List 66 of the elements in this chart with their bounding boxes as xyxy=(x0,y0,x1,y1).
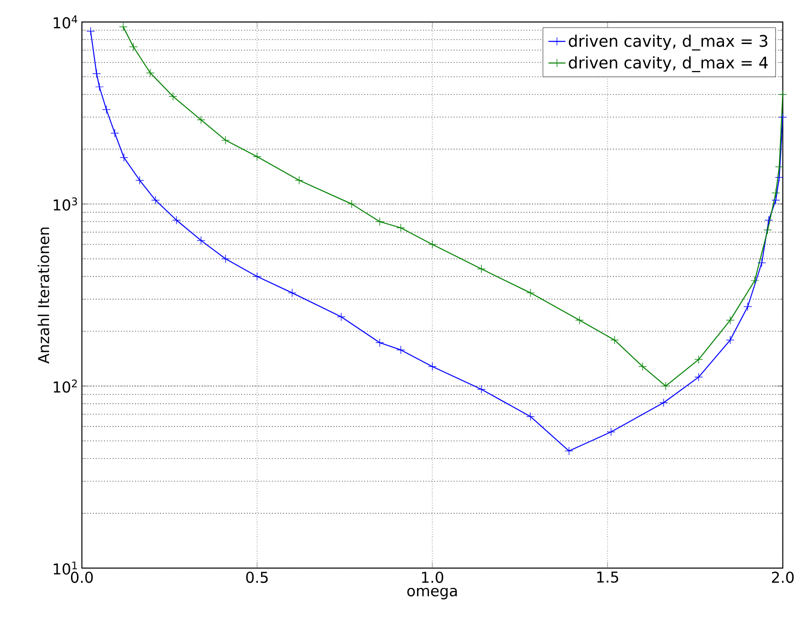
point xyxy=(146,68,155,78)
point xyxy=(172,216,181,224)
point xyxy=(771,188,780,198)
point xyxy=(110,128,120,138)
y-tick-label: 10$^{2}$ xyxy=(54,379,77,393)
point xyxy=(221,254,230,264)
point xyxy=(118,22,128,32)
point xyxy=(564,446,574,456)
point xyxy=(659,398,668,408)
y-tick-label: 10$^{3}$ xyxy=(54,197,78,211)
x-axis-title: omega xyxy=(407,588,457,600)
x-tick-label: 1.5 xyxy=(597,572,618,583)
point xyxy=(336,312,346,322)
point xyxy=(477,384,486,394)
point xyxy=(95,82,104,92)
y-tick-label: 10$^{4}$ xyxy=(54,15,78,28)
point xyxy=(168,92,178,101)
point xyxy=(764,216,774,224)
point xyxy=(726,336,734,344)
point xyxy=(610,336,619,344)
x-tick-label: 2.0 xyxy=(772,572,794,583)
point xyxy=(477,264,486,274)
point xyxy=(252,152,262,161)
point xyxy=(135,176,144,185)
point xyxy=(86,26,95,36)
point xyxy=(375,217,384,226)
point xyxy=(347,200,356,208)
point xyxy=(778,90,788,99)
point xyxy=(638,362,647,371)
point xyxy=(526,288,535,298)
point xyxy=(726,316,734,324)
point xyxy=(196,236,206,245)
point xyxy=(778,112,788,122)
x-tick-label: 1.0 xyxy=(422,572,444,583)
point xyxy=(694,372,703,382)
legend-label: driven cavity, d_max = 4 xyxy=(568,56,768,72)
point xyxy=(743,302,752,311)
point xyxy=(120,153,128,162)
point xyxy=(774,162,784,172)
y-axis-title: Anzahl Iterationen xyxy=(38,228,50,364)
point xyxy=(774,173,784,182)
point xyxy=(396,224,406,232)
point xyxy=(428,240,437,249)
point xyxy=(396,346,406,354)
x-tick-label: 0.5 xyxy=(246,572,268,583)
point xyxy=(102,105,111,114)
point xyxy=(196,116,206,124)
point xyxy=(375,338,384,348)
point xyxy=(252,272,262,281)
point xyxy=(428,362,437,371)
point xyxy=(129,42,138,52)
point xyxy=(92,69,101,78)
point xyxy=(526,412,535,421)
point xyxy=(771,196,780,204)
point xyxy=(757,258,766,268)
point xyxy=(288,288,296,298)
point xyxy=(575,316,584,324)
legend-label: driven cavity, d_max = 3 xyxy=(568,34,768,51)
point xyxy=(606,428,616,436)
point xyxy=(294,176,304,185)
point xyxy=(151,196,160,204)
point xyxy=(750,276,760,285)
point xyxy=(661,382,670,390)
point xyxy=(763,226,772,234)
point xyxy=(694,355,703,364)
point xyxy=(221,136,230,145)
